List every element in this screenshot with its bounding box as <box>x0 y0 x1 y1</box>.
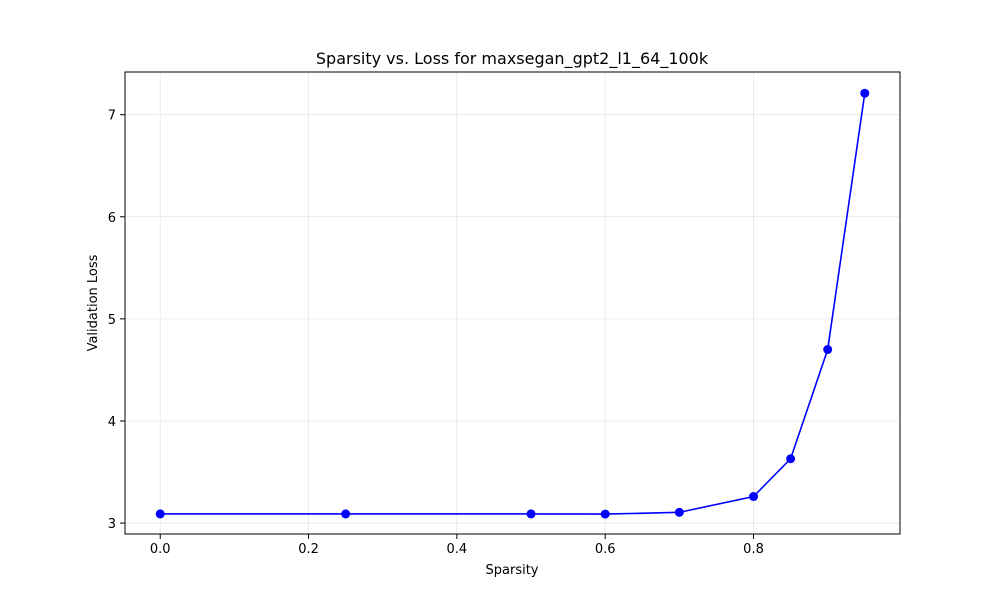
y-tick-label: 6 <box>108 211 116 226</box>
y-axis-label: Validation Loss <box>86 254 101 351</box>
y-tick-label: 5 <box>108 313 116 328</box>
x-tick-label: 0.2 <box>298 542 319 557</box>
data-point <box>786 454 796 464</box>
x-tick-label: 0.4 <box>447 542 468 557</box>
data-point <box>526 509 536 519</box>
data-point <box>823 345 833 355</box>
data-point <box>600 509 610 519</box>
data-point <box>860 88 870 98</box>
grid <box>125 72 900 534</box>
data-point <box>674 507 684 517</box>
x-axis-label: Sparsity <box>486 563 539 578</box>
x-tick-label: 0.8 <box>743 542 764 557</box>
plot-frame <box>124 71 901 535</box>
data-point <box>341 509 351 519</box>
data-point <box>749 492 759 502</box>
x-tick-label: 0.6 <box>595 542 616 557</box>
x-tick-label: 0.0 <box>150 542 171 557</box>
series-layer <box>155 88 870 519</box>
y-tick-label: 7 <box>108 109 116 124</box>
chart-title: Sparsity vs. Loss for maxsegan_gpt2_l1_6… <box>316 49 709 69</box>
y-tick-label: 4 <box>108 415 116 430</box>
y-tick-label: 3 <box>108 517 116 532</box>
ticks: 0.0 0.2 0.4 0.6 0.8 3 4 5 6 7 <box>108 109 764 557</box>
data-point <box>155 509 165 519</box>
